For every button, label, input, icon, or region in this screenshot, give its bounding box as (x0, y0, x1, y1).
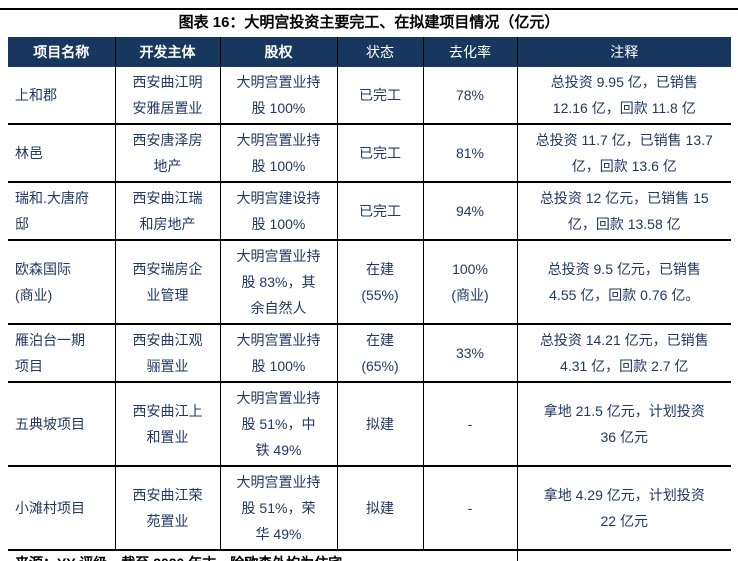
cell-absorption-rate: 100% (商业) (422, 240, 517, 324)
table-row: 欧森国际 (商业) 西安瑞房企 业管理 大明宫置业持 股 83%，其 余自然人 … (8, 240, 731, 324)
cell-status: 拟建 (336, 382, 423, 466)
cell-project-name: 五典坡项目 (15, 416, 85, 432)
cell-project-name: 上和郡 (15, 87, 57, 103)
cell-developer: 西安曲江荣 苑置业 (114, 466, 220, 550)
cell-equity: 大明宫置业持 股 51%，中 铁 49% (219, 382, 337, 466)
cell-note: 总投资 12 亿元，已销售 15 亿，回款 13.58 亿 (516, 182, 731, 240)
top-rule-divider (0, 8, 738, 10)
table-row: 瑞和.大唐府 邸 西安曲江瑞 和房地产 大明宫建设持 股 100% 已完工 94… (8, 182, 731, 240)
cell-developer: 西安曲江明 安雅居置业 (114, 67, 220, 124)
header-developer: 开发主体 (114, 37, 220, 67)
cell-absorption-rate: 78% (422, 67, 517, 124)
table-row: 雁泊台一期 项目 西安曲江观 骊置业 大明宫置业持 股 100% 在建 (65%… (8, 324, 731, 382)
table-row: 五典坡项目 西安曲江上 和置业 大明宫置业持 股 51%，中 铁 49% 拟建 … (8, 382, 731, 466)
cell-equity: 大明宫置业持 股 100% (219, 67, 337, 124)
chart-title: 图表 16：大明宫投资主要完工、在拟建项目情况（亿元） (178, 14, 560, 31)
header-status: 状态 (336, 37, 423, 67)
table-footer-row: 来源：YY 评级，截至 2020 年末，除欧森外均为住宅 (8, 550, 731, 561)
cell-absorption-rate: 33% (422, 324, 517, 382)
cell-equity: 大明宫建设持 股 100% (219, 182, 337, 240)
cell-status: 已完工 (336, 124, 423, 182)
cell-equity: 大明宫置业持 股 83%，其 余自然人 (219, 240, 337, 324)
cell-absorption-rate: - (422, 466, 517, 550)
table-row: 林邑 西安唐泽房 地产 大明宫置业持 股 100% 已完工 81% 总投资 11… (8, 124, 731, 182)
source-note: 来源：YY 评级，截至 2020 年末，除欧森外均为住宅 (8, 550, 517, 561)
cell-absorption-rate: 94% (422, 182, 517, 240)
cell-note: 总投资 9.95 亿，已销售 12.16 亿，回款 11.8 亿 (516, 67, 731, 124)
cell-project-name: 欧森国际 (商业) (15, 261, 71, 303)
table-row: 小滩村项目 西安曲江荣 苑置业 大明宫置业持 股 51%，荣 华 49% 拟建 … (8, 466, 731, 550)
header-notes: 注释 (516, 37, 731, 67)
cell-note: 总投资 14.21 亿元，已销售 4.31 亿，回款 2.7 亿 (516, 324, 731, 382)
cell-equity: 大明宫置业持 股 51%，荣 华 49% (219, 466, 337, 550)
cell-status: 在建 (55%) (336, 240, 423, 324)
header-absorption-rate: 去化率 (422, 37, 517, 67)
cell-note: 总投资 11.7 亿，已销售 13.7 亿，回款 13.6 亿 (516, 124, 731, 182)
cell-equity: 大明宫置业持 股 100% (219, 324, 337, 382)
cell-developer: 西安曲江上 和置业 (114, 382, 220, 466)
cell-status: 已完工 (336, 67, 423, 124)
cell-project-name: 林邑 (15, 145, 43, 161)
table-header-row: 项目名称 开发主体 股权 状态 去化率 注释 (8, 37, 731, 67)
header-project-name: 项目名称 (8, 37, 115, 67)
cell-status: 在建 (65%) (336, 324, 423, 382)
projects-table: 项目名称 开发主体 股权 状态 去化率 注释 上和郡 西安曲江明 安雅居置业 大… (8, 37, 731, 561)
table-row: 上和郡 西安曲江明 安雅居置业 大明宫置业持 股 100% 已完工 78% 总投… (8, 67, 731, 124)
cell-project-name: 瑞和.大唐府 邸 (15, 190, 89, 232)
cell-developer: 西安曲江瑞 和房地产 (114, 182, 220, 240)
cell-absorption-rate: 81% (422, 124, 517, 182)
cell-developer: 西安唐泽房 地产 (114, 124, 220, 182)
cell-status: 已完工 (336, 182, 423, 240)
cell-developer: 西安曲江观 骊置业 (114, 324, 220, 382)
cell-note: 总投资 9.5 亿元，已销售 4.55 亿，回款 0.76 亿。 (516, 240, 731, 324)
cell-project-name: 雁泊台一期 项目 (15, 332, 85, 374)
cell-note: 拿地 4.29 亿元，计划投资 22 亿元 (516, 466, 731, 550)
cell-status: 拟建 (336, 466, 423, 550)
cell-developer: 西安瑞房企 业管理 (114, 240, 220, 324)
footer-empty-cell (516, 550, 731, 561)
cell-note: 拿地 21.5 亿元，计划投资 36 亿元 (516, 382, 731, 466)
cell-absorption-rate: - (422, 382, 517, 466)
cell-project-name: 小滩村项目 (15, 500, 85, 516)
cell-equity: 大明宫置业持 股 100% (219, 124, 337, 182)
header-equity: 股权 (219, 37, 337, 67)
